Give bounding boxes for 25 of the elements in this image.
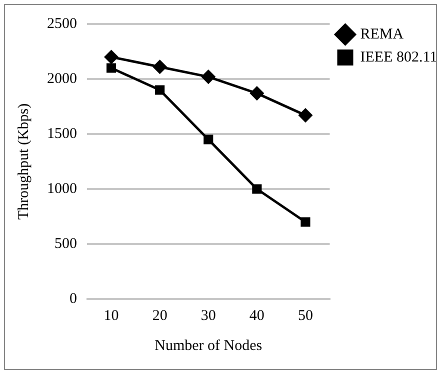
point [204,134,214,144]
x-tick-label: 20 [152,308,168,324]
point [153,60,167,74]
y-tick-label: 0 [70,290,77,307]
y-tick-label: 1000 [47,180,77,197]
y-tick-label: 1500 [47,126,77,142]
legend-label: IEEE 802.11 [360,49,438,66]
x-tick-label: 30 [200,308,216,324]
y-tick-label: 2000 [47,70,77,87]
point [298,108,312,122]
y-axis-title: Throughput (Kbps) [16,103,32,220]
point [250,86,264,100]
point [202,70,216,84]
point [155,85,165,95]
y-tick-label: 2500 [47,16,77,32]
x-tick-label: 10 [104,308,119,324]
point [104,50,118,64]
x-axis-title: Number of Nodes [154,338,262,354]
y-tick-label: 500 [54,236,77,252]
point [106,63,116,73]
point [252,184,262,194]
x-tick-label: 50 [298,308,313,324]
legend-label: REMA [360,26,404,42]
x-tick-label: 40 [249,308,264,324]
point [300,217,310,227]
